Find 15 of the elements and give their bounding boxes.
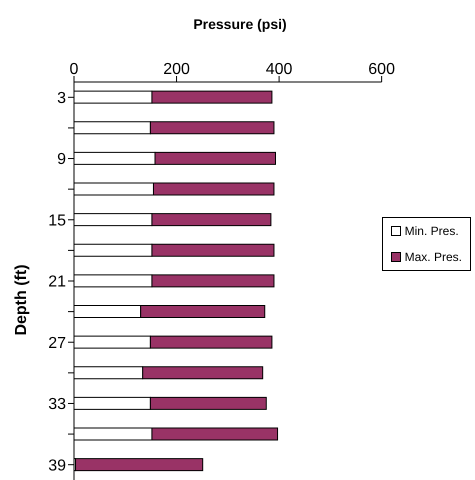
y-tick-label: 27 xyxy=(48,334,66,352)
x-tick-label: 0 xyxy=(70,61,79,78)
y-tick-label: 33 xyxy=(48,396,66,414)
legend-label: Max. Pres. xyxy=(404,250,462,264)
y-tick-label: 3 xyxy=(57,90,66,107)
y-tick-label: 15 xyxy=(48,212,66,230)
y-tick-label: 9 xyxy=(57,151,66,168)
x-tick-label: 200 xyxy=(163,61,190,78)
legend-label: Min. Pres. xyxy=(404,224,459,238)
x-axis-title: Pressure (psi) xyxy=(192,16,288,32)
x-tick-label: 600 xyxy=(368,61,396,78)
y-tick-label: 39 xyxy=(48,457,66,474)
y-tick-label: 21 xyxy=(48,274,66,291)
y-axis-title: Depth (ft) xyxy=(13,264,31,336)
x-tick-label: 400 xyxy=(266,61,293,78)
